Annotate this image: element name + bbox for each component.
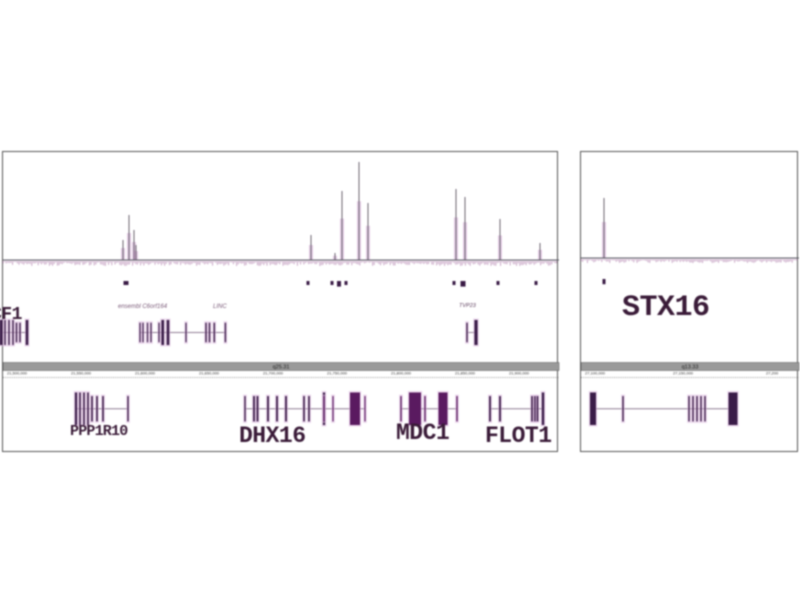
svg-text:27,100,000: 27,100,000 — [585, 371, 606, 376]
svg-text:27,200: 27,200 — [766, 371, 779, 376]
svg-text:21,500,000: 21,500,000 — [7, 371, 28, 376]
svg-text:21,900,000: 21,900,000 — [509, 371, 530, 376]
svg-text:21,600,000: 21,600,000 — [135, 371, 156, 376]
svg-text:21,850,000: 21,850,000 — [455, 371, 476, 376]
svg-text:21,650,000: 21,650,000 — [199, 371, 220, 376]
svg-text:21,700,000: 21,700,000 — [263, 371, 284, 376]
svg-text:21,550,000: 21,550,000 — [71, 371, 92, 376]
svg-text:27,150,000: 27,150,000 — [673, 371, 694, 376]
svg-text:21,800,000: 21,800,000 — [391, 371, 412, 376]
svg-text:21,750,000: 21,750,000 — [327, 371, 348, 376]
